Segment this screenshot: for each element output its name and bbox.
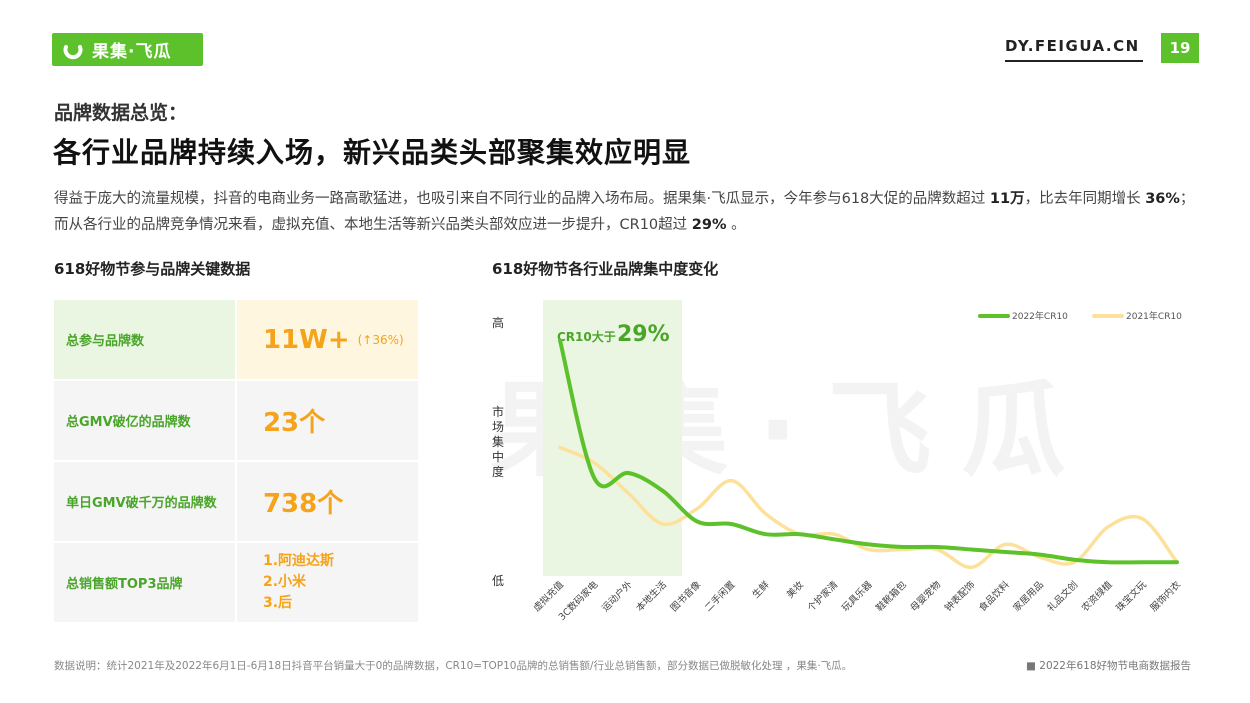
top-brand-2: 2.小米 bbox=[262, 574, 307, 590]
logo-smile-icon bbox=[63, 44, 83, 59]
x-tick-label: 服饰内衣 bbox=[1148, 578, 1184, 614]
desc-value-growth: 36% bbox=[1145, 191, 1180, 207]
series-line-2021 bbox=[558, 445, 1179, 570]
y-axis-title-char: 场 bbox=[492, 420, 504, 434]
kpi-value-list: 1.阿迪达斯 2.小米 3.后 bbox=[236, 543, 418, 622]
x-tick-label: 鞋靴箱包 bbox=[874, 578, 910, 614]
footer-note: 数据说明：统计2021年及2022年6月1日-6月18日抖音平台销量大于0的品牌… bbox=[54, 660, 853, 672]
x-tick-label: 食品饮料 bbox=[976, 578, 1012, 614]
kpi-section-title: 618好物节参与品牌关键数据 bbox=[54, 260, 251, 278]
desc-value-brands: 11万 bbox=[989, 191, 1025, 207]
kpi-row-top3: 总销售额TOP3品牌 1.阿迪达斯 2.小米 3.后 bbox=[54, 543, 418, 624]
kpi-table: 总参与品牌数 11W+ (↑36%) 总GMV破亿的品牌数 23个 单日GMV破… bbox=[54, 300, 418, 624]
highlight-region bbox=[543, 300, 682, 576]
x-tick-label: 农资绿植 bbox=[1079, 578, 1115, 614]
x-tick-label: 家居用品 bbox=[1011, 579, 1046, 614]
x-tick-label: 礼品文创 bbox=[1045, 579, 1080, 614]
x-tick-label: 本地生活 bbox=[634, 578, 670, 614]
x-tick-label: 个护家清 bbox=[805, 578, 841, 614]
top-brand-1: 1.阿迪达斯 bbox=[262, 553, 335, 569]
desc-value-cr10: 29% bbox=[691, 217, 727, 233]
kpi-value: 738个 bbox=[236, 462, 418, 541]
desc-text-3: ；而从各行业的品牌竞争情况来看，虚拟充值、本地生活等新兴品类头部效应进一步提升，… bbox=[54, 191, 1195, 233]
y-axis-low-label: 低 bbox=[492, 574, 504, 588]
y-axis-title-char: 中 bbox=[492, 449, 504, 464]
kpi-value: 23个 bbox=[236, 381, 418, 460]
x-tick-label: 珠宝文玩 bbox=[1113, 578, 1149, 614]
brand-logo: 果集·飞瓜 bbox=[52, 33, 203, 66]
chart-section-title: 618好物节各行业品牌集中度变化 bbox=[492, 260, 719, 278]
x-tick-label: 美妆 bbox=[784, 578, 806, 600]
site-underline bbox=[1005, 60, 1143, 62]
x-tick-label: 钟表配饰 bbox=[942, 579, 977, 614]
x-tick-label: 虚拟充值 bbox=[531, 578, 567, 614]
kpi-growth-note: (↑36%) bbox=[357, 332, 404, 347]
legend-label: 2021年CR10 bbox=[1126, 310, 1182, 322]
kpi-row-total-brands: 总参与品牌数 11W+ (↑36%) bbox=[54, 300, 418, 381]
desc-text-4: 。 bbox=[726, 217, 746, 233]
x-tick-label: 母婴宠物 bbox=[908, 578, 944, 614]
desc-text-2: ，比去年同期增长 bbox=[1024, 191, 1146, 207]
y-axis-title-char: 集 bbox=[492, 434, 504, 449]
annotation-label: CR10大于 bbox=[557, 329, 616, 344]
legend-label: 2022年CR10 bbox=[1012, 310, 1068, 322]
kpi-row-daily-gmv-10m: 单日GMV破千万的品牌数 738个 bbox=[54, 462, 418, 543]
kpi-number: 11W+ bbox=[262, 324, 350, 355]
series-line-2022 bbox=[558, 338, 1179, 565]
logo-text: 果集·飞瓜 bbox=[92, 42, 172, 62]
page-number: 19 bbox=[1161, 33, 1199, 63]
site-url[interactable]: DY.FEIGUA.CN bbox=[1005, 37, 1140, 55]
x-tick-label: 图书音像 bbox=[668, 578, 704, 614]
x-tick-label: 运动户外 bbox=[599, 578, 635, 614]
page-title: 各行业品牌持续入场，新兴品类头部聚集效应明显 bbox=[53, 136, 692, 169]
kpi-row-gmv-100m: 总GMV破亿的品牌数 23个 bbox=[54, 381, 418, 462]
kpi-value: 11W+ (↑36%) bbox=[236, 300, 418, 379]
x-tick-label: 玩具乐器 bbox=[839, 578, 875, 614]
y-axis-title-char: 度 bbox=[492, 464, 504, 479]
annotation-value: 29% bbox=[617, 322, 670, 347]
x-tick-label: 二手闲置 bbox=[702, 579, 737, 614]
kpi-label: 总GMV破亿的品牌数 bbox=[54, 381, 235, 460]
kpi-label: 总参与品牌数 bbox=[54, 300, 235, 379]
x-tick-label: 生鲜 bbox=[750, 578, 772, 600]
section-subtitle: 品牌数据总览： bbox=[54, 102, 188, 124]
kpi-label: 总销售额TOP3品牌 bbox=[54, 543, 235, 622]
chart-legend: 2022年CR10 2021年CR10 bbox=[978, 310, 1182, 322]
kpi-label: 单日GMV破千万的品牌数 bbox=[54, 462, 235, 541]
y-axis-title-char: 市 bbox=[492, 404, 504, 419]
y-axis-high-label: 高 bbox=[492, 315, 504, 330]
footer-source: ■ 2022年618好物节电商数据报告 bbox=[1026, 660, 1192, 672]
top-brand-3: 3.后 bbox=[262, 595, 293, 611]
desc-text-1: 得益于庞大的流量规模，抖音的电商业务一路高歌猛进，也吸引来自不同行业的品牌入场布… bbox=[54, 191, 990, 207]
description-paragraph: 得益于庞大的流量规模，抖音的电商业务一路高歌猛进，也吸引来自不同行业的品牌入场布… bbox=[54, 186, 1199, 238]
